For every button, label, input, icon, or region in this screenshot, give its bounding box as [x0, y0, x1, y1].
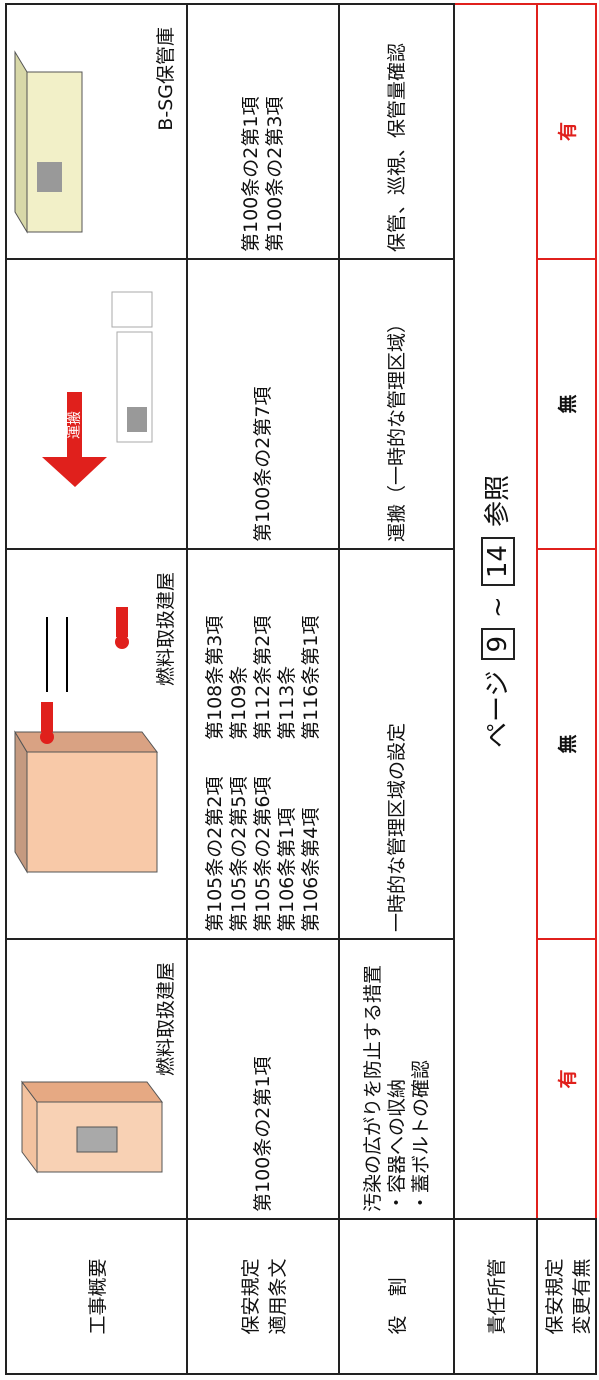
role-cell: 保管、巡視、保管量確認: [339, 4, 454, 259]
building-icon: [14, 607, 158, 874]
truck-icon: 運搬: [42, 291, 153, 487]
caption: B-SG保管庫: [155, 27, 177, 131]
row-header: 役割: [339, 1219, 454, 1374]
article-cell: 第100条の2第7項: [187, 259, 339, 549]
role-cell: 運搬（一時的な管理区域）: [339, 259, 454, 549]
role-cell: 汚染の広がりを防止する措置 ・容器への収納 ・蓋ボルトの確認: [339, 939, 454, 1219]
header-line: 保安規定: [240, 1258, 262, 1335]
role-cell: 一時的な管理区域の設定: [339, 549, 454, 939]
image-cell: 燃料取扱建屋: [6, 939, 187, 1219]
header-line: 適用条文: [267, 1258, 289, 1335]
role-line: 一時的な管理区域の設定: [385, 722, 408, 932]
reference-part: 14: [480, 537, 515, 587]
article: 第109条: [228, 665, 250, 740]
article: 第105条の2第2項: [204, 776, 226, 932]
article: 第106条第1項: [276, 807, 298, 932]
role-line: ・容器への収納: [385, 1078, 408, 1212]
header-line: 保安規定: [543, 1258, 566, 1335]
building-icon: [21, 1080, 163, 1174]
article: 第100条の2第3項: [264, 96, 286, 252]
caption: 燃料取扱建屋: [155, 572, 177, 687]
article-cell: 第100条の2第1項: [187, 939, 339, 1219]
article: 第100条の2第1項: [240, 96, 262, 252]
change-flag: 有: [537, 4, 596, 259]
image-cell: 運搬: [6, 259, 187, 549]
row-header: 保安規定 変更有無: [537, 1219, 596, 1374]
article: 第100条の2第7項: [252, 386, 274, 542]
role-line: ・蓋ボルトの確認: [409, 1059, 432, 1212]
article: 第105条の2第5項: [228, 776, 250, 932]
image-cell: 燃料取扱建屋: [6, 549, 187, 939]
article-list: 第100条の2第1項 第100条の2第3項: [239, 11, 287, 252]
article: 第105条の2第6項: [252, 776, 274, 932]
reference-part: ~: [482, 596, 513, 618]
change-flag: 無: [537, 259, 596, 549]
article: 第108条第3項: [204, 615, 226, 740]
header-line: 変更有無: [570, 1258, 593, 1335]
storage-icon: [14, 50, 83, 234]
article: 第113条: [276, 665, 298, 740]
row-header: 工事概要: [6, 1219, 187, 1374]
arrow-label: 運搬: [67, 411, 83, 439]
table: 工事概要 燃料取扱建屋 燃料取扱建屋 運搬 B-SG保管庫 保安規定 適用条文 第1…: [5, 3, 597, 1375]
caption: 燃料取扱建屋: [155, 962, 177, 1077]
responsibility-cell: ページ 9 ~14 参照: [454, 4, 537, 1219]
row-header: 責任所管: [454, 1219, 537, 1374]
article-list: 第105条の2第2項 第105条の2第5項 第105条の2第6項 第106条第1項 第1…: [203, 556, 323, 932]
article: 第106条第4項: [300, 807, 322, 932]
article: 第100条の2第1項: [252, 1056, 274, 1212]
role-line: 保管、巡視、保管量確認: [385, 42, 408, 252]
role-line: 汚染の広がりを防止する措置: [361, 964, 384, 1212]
article: 第116条第1項: [300, 615, 322, 740]
article-list: 第100条の2第1項: [251, 946, 275, 1212]
article-list: 第100条の2第7項: [251, 266, 275, 542]
row-header: 保安規定 適用条文: [187, 1219, 339, 1374]
image-cell: B-SG保管庫: [6, 4, 187, 259]
reference-part: 参照: [482, 475, 513, 528]
article-cell: 第100条の2第1項 第100条の2第3項: [187, 4, 339, 259]
reference-part: ページ: [482, 670, 513, 748]
article-cell: 第105条の2第2項 第105条の2第5項 第105条の2第6項 第106条第1項 第1…: [187, 549, 339, 939]
change-flag: 無: [537, 549, 596, 939]
reference-part: 9: [480, 627, 515, 661]
article: 第112条第2項: [252, 615, 274, 740]
change-flag: 有: [537, 939, 596, 1219]
role-line: 運搬（一時的な管理区域）: [385, 313, 408, 542]
